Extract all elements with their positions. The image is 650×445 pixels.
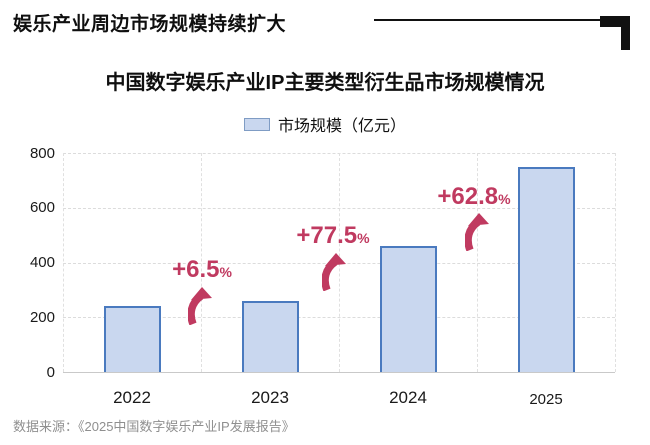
- x-axis-label: 2025: [529, 391, 563, 408]
- bar-2025: [517, 166, 575, 372]
- growth-annotation: +62.8%: [437, 185, 510, 211]
- corner-bracket-icon: [621, 16, 630, 50]
- bar-2022: [103, 306, 161, 372]
- x-axis-label: 2023: [251, 388, 289, 407]
- source-note: 数据来源：《2025中国数字娱乐产业IP发展报告》: [13, 419, 295, 434]
- growth-percent-sign: %: [219, 264, 232, 280]
- growth-arrow-icon: [464, 213, 493, 252]
- growth-value: +62.8: [437, 183, 499, 210]
- bar-2024: [379, 246, 437, 372]
- growth-annotation: +6.5%: [172, 258, 232, 284]
- y-axis-label: 800: [29, 144, 55, 162]
- growth-value: +6.5: [172, 256, 220, 283]
- bar-2023: [241, 301, 299, 372]
- x-axis-label: 2022: [113, 388, 151, 407]
- growth-percent-sign: %: [498, 191, 511, 207]
- gridline: [63, 153, 64, 372]
- chart-legend: 市场规模（亿元）: [0, 112, 650, 136]
- x-axis-line: [63, 372, 615, 373]
- growth-arrow-icon: [321, 253, 350, 292]
- gridline: [477, 153, 478, 372]
- legend-swatch-icon: [243, 117, 270, 131]
- y-axis-label: 600: [29, 199, 55, 217]
- legend-label: 市场规模（亿元）: [277, 118, 406, 135]
- chart-title: 中国数字娱乐产业IP主要类型衍生品市场规模情况: [105, 72, 545, 94]
- x-axis-label: 2024: [389, 388, 427, 407]
- growth-percent-sign: %: [357, 230, 370, 246]
- growth-arrow-icon: [187, 287, 216, 326]
- gridline: [201, 153, 202, 372]
- y-axis-label: 200: [29, 308, 55, 326]
- growth-value: +77.5: [296, 222, 358, 249]
- title-underline: [374, 19, 602, 21]
- y-axis-label: 0: [46, 363, 55, 381]
- gridline: [615, 153, 616, 372]
- growth-annotation: +77.5%: [296, 224, 369, 250]
- page-title: 娱乐产业周边市场规模持续扩大: [13, 14, 287, 35]
- y-axis-label: 400: [29, 254, 55, 271]
- corner-bracket-icon: [600, 16, 630, 27]
